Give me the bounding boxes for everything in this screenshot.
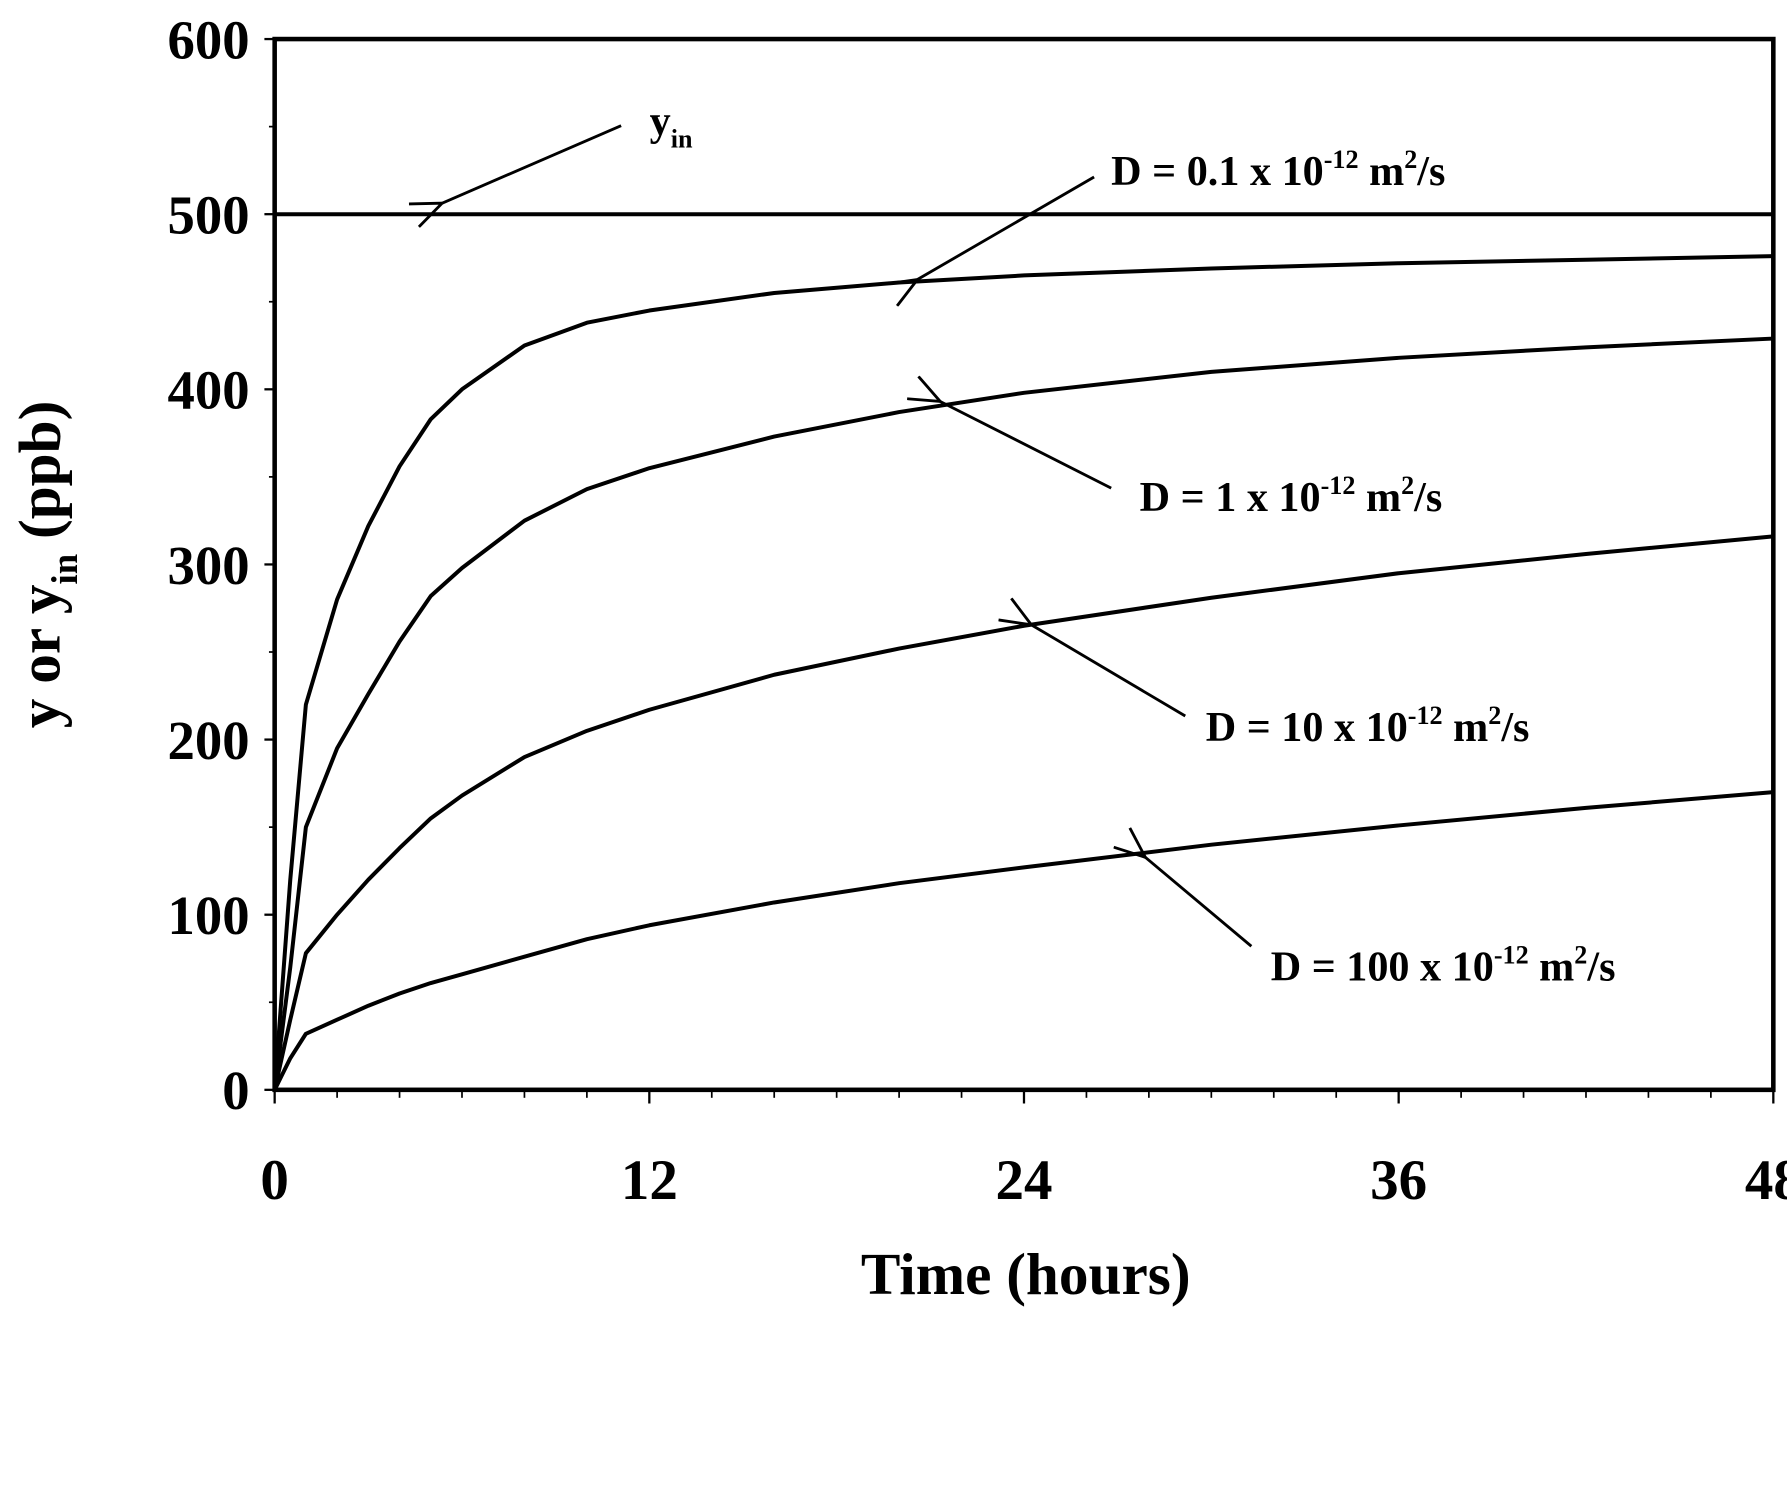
text-part: D = 1 x 10	[1140, 474, 1321, 521]
text-part: y	[650, 98, 671, 145]
x-tick-label: 48	[1745, 1149, 1787, 1212]
text-super: -12	[1494, 941, 1529, 970]
text-super: -12	[1321, 471, 1356, 500]
y-tick-label: 600	[168, 9, 250, 70]
annotation-arrow	[917, 175, 1095, 280]
series-label: D = 0.1 x 10-12 m2/s	[1111, 145, 1445, 195]
x-tick-label: 24	[996, 1149, 1053, 1212]
y-tick-label: 200	[168, 710, 250, 771]
text-sub: in	[44, 554, 85, 585]
text-super: 2	[1488, 701, 1501, 730]
text-part: /s	[1500, 704, 1529, 751]
text-part: D = 100 x 10	[1271, 943, 1494, 990]
text-super: -12	[1324, 145, 1359, 174]
x-axis-title: Time (hours)	[861, 1241, 1191, 1307]
text-part: /s	[1416, 148, 1445, 195]
y-tick-label: 300	[168, 535, 250, 596]
series-label: D = 1 x 10-12 m2/s	[1140, 471, 1443, 521]
text-part: D = 0.1 x 10	[1111, 148, 1324, 195]
y-tick-label: 100	[168, 885, 250, 946]
y-tick-label: 500	[168, 185, 250, 246]
y-tick-label: 400	[168, 360, 250, 421]
text-part: D = 10 x 10	[1206, 704, 1408, 751]
series-line	[272, 790, 1774, 1091]
text-part: /s	[1413, 474, 1442, 521]
text-part: y or y	[6, 584, 72, 728]
y-axis-title: y or yin (ppb)	[6, 401, 85, 729]
text-part: m	[1529, 943, 1575, 990]
annotation-arrow	[940, 401, 1112, 490]
text-part: m	[1359, 148, 1405, 195]
text-super: 2	[1401, 471, 1414, 500]
series-label: yin	[650, 98, 693, 154]
series-line	[272, 254, 1774, 1090]
text-super: -12	[1408, 701, 1443, 730]
text-super: 2	[1404, 145, 1417, 174]
y-tick-label: 0	[222, 1060, 249, 1121]
annotation-arrow	[1145, 857, 1253, 948]
series-line	[272, 336, 1774, 1091]
series-label: D = 10 x 10-12 m2/s	[1206, 701, 1530, 751]
text-part: /s	[1586, 943, 1615, 990]
text-part: m	[1443, 704, 1489, 751]
x-tick-label: 12	[621, 1149, 678, 1212]
series-line	[272, 534, 1774, 1091]
series-label: D = 100 x 10-12 m2/s	[1271, 941, 1616, 991]
text-super: 2	[1574, 941, 1587, 970]
annotation-arrow	[1031, 625, 1186, 718]
text-part: (ppb)	[6, 401, 72, 554]
annotation-arrow	[442, 124, 622, 203]
x-tick-label: 0	[260, 1149, 288, 1212]
x-tick-label: 36	[1370, 1149, 1427, 1212]
text-sub: in	[671, 124, 693, 153]
text-part: m	[1355, 474, 1401, 521]
